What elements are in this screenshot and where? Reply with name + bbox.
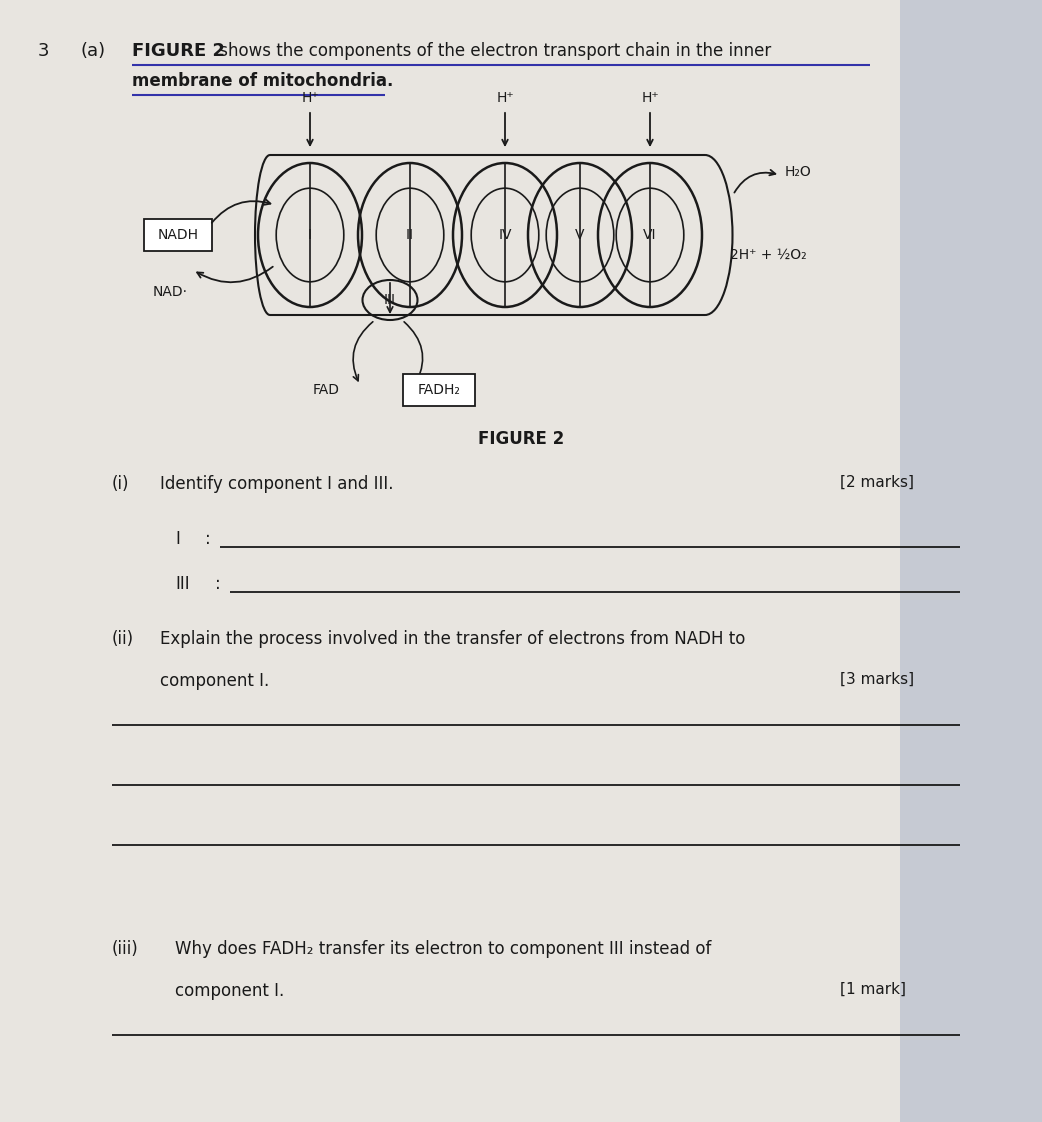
Text: I: I [175, 530, 180, 548]
Text: H⁺: H⁺ [641, 91, 659, 105]
Text: FAD: FAD [313, 383, 340, 397]
Text: NAD·: NAD· [153, 285, 188, 298]
FancyBboxPatch shape [403, 374, 475, 406]
Text: FIGURE 2: FIGURE 2 [132, 42, 225, 59]
Text: Why does FADH₂ transfer its electron to component III instead of: Why does FADH₂ transfer its electron to … [175, 940, 712, 958]
FancyBboxPatch shape [144, 219, 212, 251]
Text: [3 marks]: [3 marks] [840, 672, 914, 687]
Text: (iii): (iii) [111, 940, 139, 958]
Text: component I.: component I. [160, 672, 269, 690]
Text: H₂O: H₂O [785, 165, 812, 180]
Text: 2H⁺ + ½O₂: 2H⁺ + ½O₂ [730, 248, 807, 263]
Text: III: III [384, 293, 396, 307]
Text: FADH₂: FADH₂ [418, 383, 461, 397]
Text: V: V [575, 228, 585, 242]
Text: VI: VI [643, 228, 656, 242]
FancyBboxPatch shape [900, 0, 1042, 1122]
Text: II: II [406, 228, 414, 242]
Text: (ii): (ii) [111, 629, 134, 649]
Text: component I.: component I. [175, 982, 284, 1000]
Text: IV: IV [498, 228, 512, 242]
Text: shows the components of the electron transport chain in the inner: shows the components of the electron tra… [214, 42, 771, 59]
Text: [2 marks]: [2 marks] [840, 475, 914, 490]
Text: Identify component I and III.: Identify component I and III. [160, 475, 394, 493]
Text: :: : [215, 574, 221, 594]
Text: :: : [205, 530, 210, 548]
Text: Explain the process involved in the transfer of electrons from NADH to: Explain the process involved in the tran… [160, 629, 745, 649]
Text: H⁺: H⁺ [301, 91, 319, 105]
Text: (i): (i) [111, 475, 129, 493]
Text: [1 mark]: [1 mark] [840, 982, 905, 997]
Text: 3: 3 [38, 42, 50, 59]
Text: NADH: NADH [157, 228, 198, 242]
Text: I: I [308, 228, 312, 242]
Text: III: III [175, 574, 190, 594]
Text: H⁺: H⁺ [496, 91, 514, 105]
Text: (a): (a) [80, 42, 105, 59]
Text: FIGURE 2: FIGURE 2 [478, 430, 564, 448]
Text: membrane of mitochondria.: membrane of mitochondria. [132, 72, 394, 90]
